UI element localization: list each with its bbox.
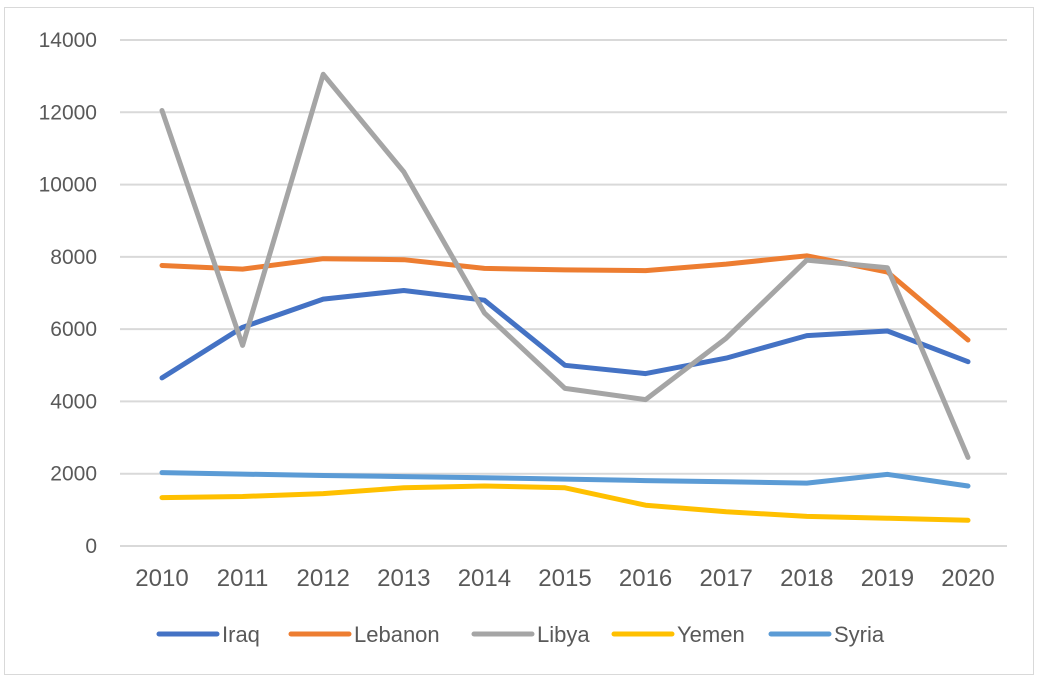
x-tick-label: 2015 bbox=[538, 565, 591, 592]
y-tick-label: 6000 bbox=[50, 318, 97, 341]
y-tick-label: 4000 bbox=[50, 390, 97, 413]
x-tick-label: 2020 bbox=[941, 565, 994, 592]
y-tick-label: 2000 bbox=[50, 463, 97, 486]
y-tick-label: 8000 bbox=[50, 246, 97, 269]
series-line-lebanon bbox=[159, 253, 971, 343]
x-tick-label: 2010 bbox=[135, 565, 188, 592]
x-tick-label: 2016 bbox=[619, 565, 672, 592]
x-tick-label: 2014 bbox=[458, 565, 511, 592]
x-tick-label: 2017 bbox=[700, 565, 753, 592]
x-tick-label: 2012 bbox=[297, 565, 350, 592]
legend-label-syria: Syria bbox=[834, 622, 885, 647]
y-tick-label: 0 bbox=[85, 535, 97, 558]
x-tick-label: 2011 bbox=[217, 565, 269, 592]
chart-frame bbox=[4, 7, 1034, 675]
series-line-syria bbox=[159, 470, 971, 489]
y-tick-label: 10000 bbox=[39, 174, 97, 197]
y-tick-label: 14000 bbox=[39, 29, 97, 52]
series-line-libya bbox=[159, 71, 971, 460]
y-tick-label: 12000 bbox=[39, 101, 97, 124]
legend-label-yemen: Yemen bbox=[677, 622, 745, 647]
series-line-yemen bbox=[159, 483, 971, 523]
x-tick-label: 2019 bbox=[861, 565, 914, 592]
series-line-iraq bbox=[159, 288, 971, 381]
series-lines bbox=[159, 71, 971, 523]
legend-label-iraq: Iraq bbox=[222, 622, 260, 647]
x-tick-label: 2018 bbox=[780, 565, 833, 592]
y-axis-ticks: 0 2000 4000 6000 8000 10000 12000 14000 bbox=[39, 29, 97, 558]
legend: Iraq Lebanon Libya Yemen Syria bbox=[156, 622, 885, 647]
legend-label-lebanon: Lebanon bbox=[354, 622, 440, 647]
legend-label-libya: Libya bbox=[537, 622, 590, 647]
x-tick-label: 2013 bbox=[377, 565, 430, 592]
gridlines bbox=[120, 39, 1007, 547]
x-axis-ticks: 2010 2011 2012 2013 2014 2015 2016 2017 2018 2019… bbox=[135, 565, 994, 592]
